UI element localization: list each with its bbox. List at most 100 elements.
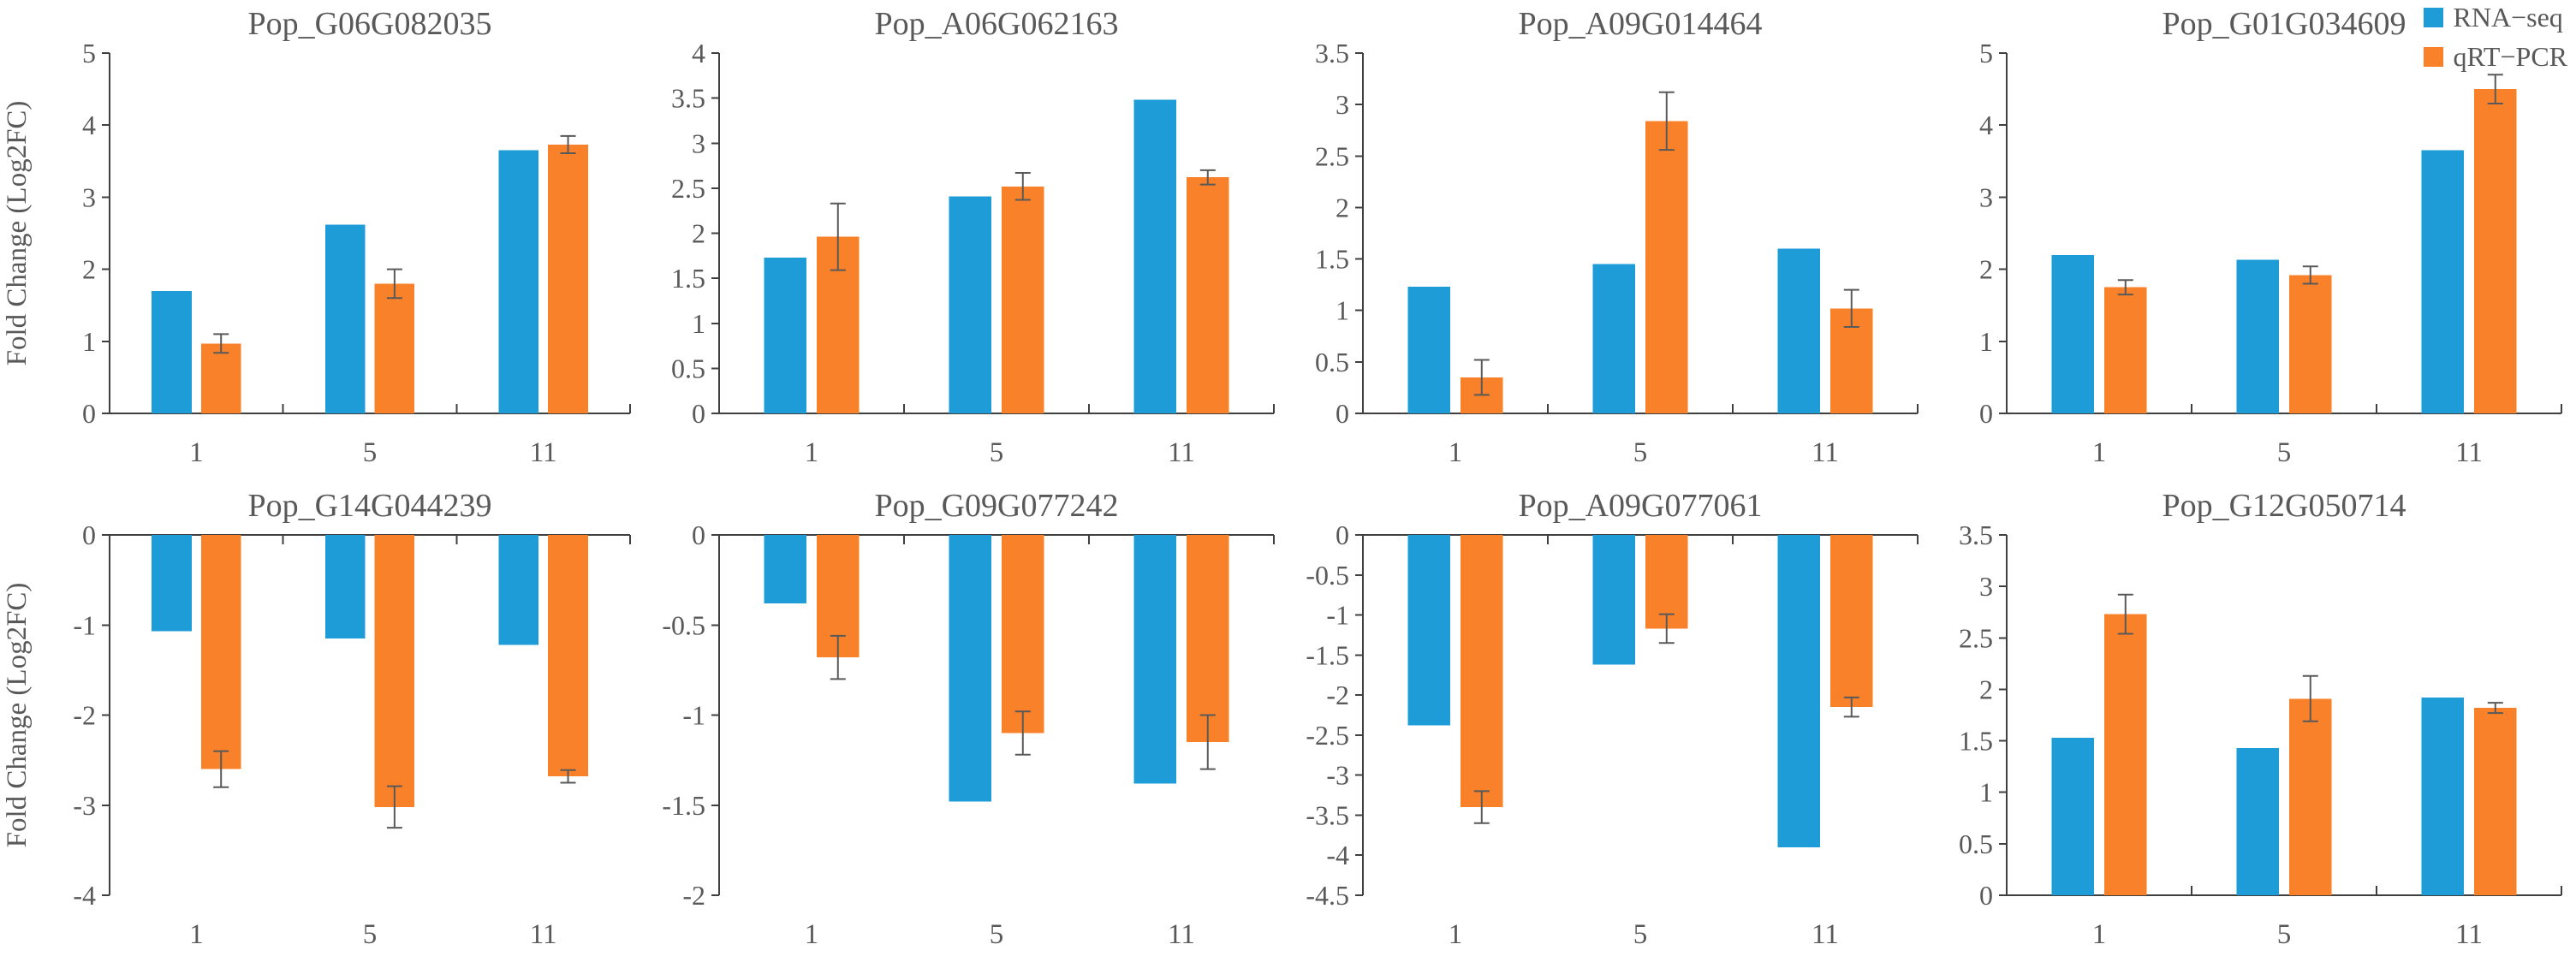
x-tick-label: 11 <box>530 437 557 468</box>
bar-rna-seq <box>1592 535 1636 665</box>
chart-panel: Pop_A06G062163 0 0.5 1 1.5 2 2.5 3 3.5 4 1 5 11 <box>644 0 1288 482</box>
y-tick-label: 3 <box>1336 89 1349 120</box>
y-tick-label: 2 <box>1979 674 1993 704</box>
x-tick-label: 1 <box>2092 919 2107 950</box>
bar-qrt-pcr <box>2103 614 2147 895</box>
y-tick-label: 2 <box>1336 192 1349 223</box>
y-tick-label: 1 <box>1979 777 1993 808</box>
bar-qrt-pcr <box>200 535 241 769</box>
y-tick-label: -2 <box>1326 680 1349 710</box>
bar-rna-seq <box>152 290 192 413</box>
bar-qrt-pcr <box>374 283 415 413</box>
bar-rna-seq <box>152 535 192 632</box>
y-tick-label: -1.5 <box>662 790 705 821</box>
y-tick-label: -3 <box>73 790 96 821</box>
chart-title: Pop_A06G062163 <box>874 6 1118 42</box>
y-tick-label: -3.5 <box>1306 799 1349 830</box>
bar-rna-seq <box>764 257 807 413</box>
x-tick-label: 5 <box>2277 437 2292 468</box>
bar-rna-seq <box>1407 287 1451 413</box>
chart-title: Pop_G12G050714 <box>2162 488 2406 524</box>
y-tick-label: 4 <box>82 110 96 140</box>
legend-label-rna-seq: RNA−seq <box>2453 2 2563 33</box>
bar-chart: Pop_G14G044239 Fold Change (Log2FC) -4 -3 -2… <box>2 488 631 950</box>
y-tick-label: 1 <box>1979 326 1993 357</box>
bar-qrt-pcr <box>1186 177 1229 413</box>
x-tick-label: 11 <box>2455 919 2483 950</box>
bar-qrt-pcr <box>1001 186 1044 413</box>
chart-title: Pop_G06G082035 <box>247 6 491 42</box>
y-tick-label: 3 <box>82 181 96 212</box>
bar-rna-seq <box>324 224 366 413</box>
bar-rna-seq <box>498 535 539 645</box>
y-tick-label: 2.5 <box>1959 622 1993 653</box>
chart-title: Pop_A09G014464 <box>1518 6 1762 42</box>
y-tick-label: 2 <box>692 218 705 249</box>
bar-chart: Pop_G09G077242 -2 -1.5 -1 -0.5 0 1 5 11 <box>662 488 1275 950</box>
x-tick-label: 5 <box>1633 919 1648 950</box>
y-tick-label: 4 <box>692 38 705 68</box>
bar-qrt-pcr <box>1001 535 1044 733</box>
y-tick-label: 3.5 <box>1315 38 1349 68</box>
y-tick-label: 0.5 <box>671 353 705 383</box>
x-tick-label: 5 <box>2277 919 2292 950</box>
y-tick-label: 5 <box>1979 38 1993 68</box>
x-tick-label: 11 <box>1812 919 1839 950</box>
bar-chart: Pop_A09G077061 -4.5 -4 -3.5 -3 -2.5 -2 -1.5 -1 -0… <box>1306 488 1919 950</box>
bar-rna-seq <box>2421 698 2465 895</box>
bar-rna-seq <box>2236 747 2280 895</box>
chart-title: Pop_G14G044239 <box>247 488 491 524</box>
y-tick-label: 3 <box>1979 571 1993 602</box>
x-tick-label: 11 <box>1168 919 1195 950</box>
y-tick-label: 2.5 <box>671 173 705 204</box>
bar-rna-seq <box>2236 259 2280 413</box>
bar-rna-seq <box>1777 248 1821 413</box>
x-tick-label: 11 <box>1168 437 1195 468</box>
y-tick-label: 1.5 <box>671 263 705 294</box>
chart-panel: Pop_G06G082035 Fold Change (Log2FC) 0 1 2 3 4 5… <box>0 0 644 482</box>
y-tick-label: -2 <box>73 700 96 731</box>
bar-qrt-pcr <box>200 343 241 413</box>
bar-chart: Pop_G06G082035 Fold Change (Log2FC) 0 1 2 3 4 5… <box>2 6 631 468</box>
y-tick-label: 0 <box>1336 398 1349 429</box>
y-tick-label: 2 <box>1979 254 1993 285</box>
bar-qrt-pcr <box>1645 121 1688 414</box>
bar-rna-seq <box>1592 264 1636 413</box>
y-tick-label: -4 <box>73 880 96 911</box>
y-tick-label: 0 <box>1336 520 1349 550</box>
y-axis-title: Fold Change (Log2FC) <box>2 583 33 848</box>
y-tick-label: 3.5 <box>671 83 705 114</box>
bar-qrt-pcr <box>1186 535 1229 743</box>
x-tick-label: 1 <box>805 919 819 950</box>
y-tick-label: -4.5 <box>1306 880 1349 911</box>
y-tick-label: 1 <box>82 326 96 357</box>
y-tick-label: 0.5 <box>1959 828 1993 859</box>
bar-qrt-pcr <box>2288 698 2332 895</box>
y-axis-title: Fold Change (Log2FC) <box>2 101 33 366</box>
bar-qrt-pcr <box>2473 89 2517 413</box>
x-tick-label: 5 <box>1633 437 1648 468</box>
bar-chart: Pop_G01G034609 0 1 2 3 4 5 1 5 11 <box>1979 6 2562 468</box>
bar-rna-seq <box>324 535 366 639</box>
x-tick-label: 1 <box>189 919 204 950</box>
y-tick-label: -1 <box>682 700 705 731</box>
y-tick-label: -3 <box>1326 760 1349 791</box>
y-tick-label: 1.5 <box>1959 726 1993 757</box>
bar-chart: Pop_A06G062163 0 0.5 1 1.5 2 2.5 3 3.5 4 1 5 11 <box>671 6 1275 468</box>
x-tick-label: 5 <box>990 919 1004 950</box>
y-tick-label: 3 <box>692 128 705 158</box>
x-tick-label: 1 <box>1449 919 1463 950</box>
bar-chart: Pop_G12G050714 0 0.5 1 1.5 2 2.5 3 3.5 1 5 11 <box>1959 488 2562 950</box>
y-tick-label: -0.5 <box>1306 560 1349 591</box>
bar-qrt-pcr <box>1460 535 1503 808</box>
y-tick-label: 0 <box>82 398 96 429</box>
y-tick-label: 0 <box>1979 398 1993 429</box>
chart-panel: Pop_G09G077242 -2 -1.5 -1 -0.5 0 1 5 11 <box>644 482 1288 964</box>
y-tick-label: 0 <box>1979 880 1993 911</box>
y-tick-label: 4 <box>1979 110 1993 140</box>
chart-title: Pop_G09G077242 <box>874 488 1118 524</box>
y-tick-label: 3.5 <box>1959 520 1993 550</box>
x-tick-label: 11 <box>1812 437 1839 468</box>
y-tick-label: 1 <box>692 308 705 339</box>
bar-rna-seq <box>949 535 992 802</box>
